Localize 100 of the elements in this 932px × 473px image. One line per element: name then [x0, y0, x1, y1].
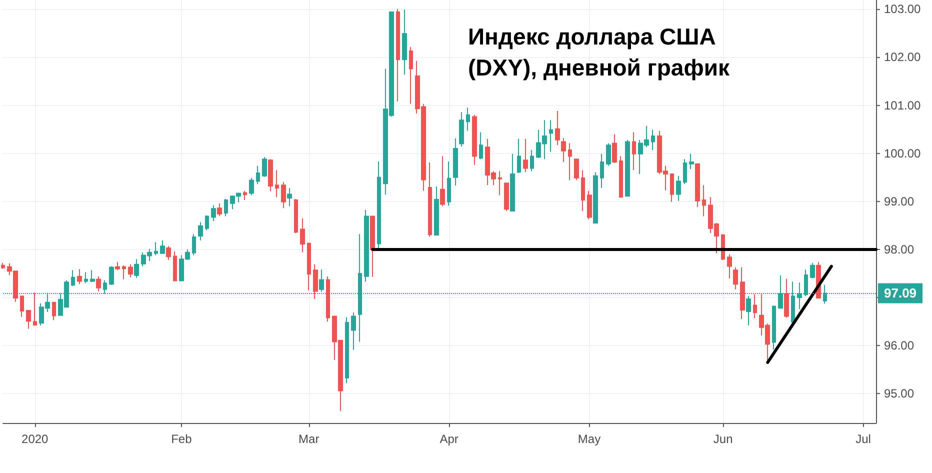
candlestick — [33, 292, 37, 326]
x-tick-label: May — [578, 432, 601, 446]
candlestick — [20, 296, 24, 318]
candlestick — [345, 316, 349, 384]
candlestick — [211, 204, 216, 222]
candlestick — [71, 270, 75, 287]
y-tick-label: 98.00 — [884, 242, 914, 256]
candlestick — [192, 234, 196, 256]
candlestick — [810, 262, 815, 279]
candlestick — [409, 46, 413, 104]
candlestick — [727, 254, 732, 279]
candlestick — [268, 158, 273, 192]
candlestick — [307, 242, 311, 291]
candlestick — [625, 139, 630, 197]
candlestick — [26, 310, 31, 330]
candlestick — [555, 110, 560, 146]
candlestick — [96, 276, 101, 292]
candlestick — [377, 161, 381, 250]
candlestick — [733, 266, 738, 290]
candlestick — [612, 134, 617, 164]
candlestick — [683, 158, 687, 185]
candlestick — [581, 170, 585, 212]
candlestick — [549, 120, 553, 152]
candlestick — [561, 137, 566, 162]
x-tick-label: Apr — [440, 432, 458, 446]
candlestick — [523, 138, 528, 173]
candlestick — [753, 294, 757, 319]
candlestick — [287, 187, 292, 207]
candlestick — [740, 266, 745, 320]
candlestick — [224, 198, 228, 217]
candlestick — [205, 214, 209, 231]
candlestick — [84, 272, 88, 284]
candlestick — [593, 172, 598, 224]
candlestick — [364, 210, 369, 282]
candlestick — [746, 296, 751, 326]
candlestick — [434, 186, 439, 236]
candlestick — [772, 306, 776, 350]
candlestick — [702, 184, 706, 217]
x-tick-label: 2020 — [22, 432, 49, 446]
candlestick — [134, 258, 139, 278]
candlestick — [517, 138, 521, 174]
y-tick-label: 95.00 — [884, 386, 914, 401]
candlestick — [90, 270, 95, 283]
x-tick-label: Feb — [171, 432, 192, 446]
candlestick — [351, 312, 356, 350]
candlestick — [1, 262, 5, 270]
candlestick — [574, 158, 579, 181]
candlestick — [447, 161, 451, 206]
candlestick — [300, 218, 305, 253]
x-tick-label: Jul — [856, 432, 871, 446]
candlestick — [109, 266, 114, 286]
candlestick — [249, 177, 254, 196]
candlestick — [166, 246, 171, 261]
y-tick-label: 96.00 — [884, 338, 914, 353]
text: Индекс доллара США (DXY), дневной график — [468, 24, 730, 80]
candlestick — [676, 175, 681, 202]
candlestick — [243, 190, 247, 200]
candlestick — [510, 153, 515, 212]
candlestick — [619, 156, 623, 198]
candlestick — [568, 142, 572, 181]
ref-line-label: 97.09 — [884, 286, 917, 301]
x-tick-label: Mar — [298, 432, 320, 446]
candlestick — [52, 302, 56, 321]
candlestick — [160, 240, 165, 254]
candlestick — [198, 222, 203, 241]
y-tick-label: 99.00 — [884, 194, 914, 208]
candlestick — [370, 216, 375, 278]
candlestick — [294, 198, 298, 234]
y-tick-label: 101.00 — [884, 98, 922, 112]
candlestick — [173, 250, 177, 282]
candlestick — [530, 149, 534, 172]
candlestick — [128, 264, 133, 278]
candlestick — [154, 242, 158, 256]
candlestick — [784, 278, 789, 318]
y-tick-label: 100.00 — [884, 146, 922, 160]
candlestick — [256, 165, 260, 185]
candlestick — [428, 162, 432, 237]
candlestick — [689, 153, 694, 170]
candlestick — [396, 8, 400, 102]
candlestick — [695, 163, 700, 208]
candlestick — [459, 112, 464, 148]
candlestick — [587, 190, 592, 220]
candlestick — [498, 170, 502, 196]
candlestick — [262, 156, 267, 178]
candlestick — [402, 9, 407, 76]
candlestick — [281, 182, 286, 209]
candlestick — [670, 174, 674, 202]
candlestick — [453, 138, 458, 186]
candlestick — [479, 132, 483, 160]
candlestick — [275, 170, 279, 198]
y-tick-label: 102.00 — [884, 50, 922, 64]
candlestick — [440, 156, 445, 207]
candlestick — [122, 264, 126, 280]
candlestick — [217, 202, 222, 217]
candlestick — [504, 182, 509, 212]
candlestick — [651, 129, 655, 150]
y-tick-label: 103.00 — [884, 2, 922, 16]
candlestick — [466, 107, 470, 132]
candlestick — [313, 264, 318, 300]
candlestick — [115, 261, 120, 271]
